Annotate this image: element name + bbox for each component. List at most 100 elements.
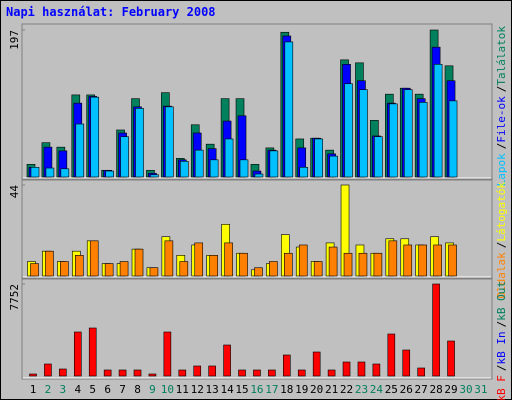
x-tick-label: 8 [134,383,141,396]
bar [344,83,353,178]
bar [327,369,336,377]
x-tick-label: 22 [340,383,353,396]
x-tick-label: 7 [119,383,126,396]
x-tick-label: 6 [104,383,111,396]
bar [104,263,114,277]
x-tick-label: 11 [176,383,189,396]
x-tick-label: 10 [161,383,174,396]
bar [239,159,249,178]
x-tick-label: 16 [250,383,263,396]
bar [388,240,398,277]
bar [238,369,246,377]
legend-separator: / [495,365,508,372]
legend-separator: / [495,321,508,328]
bar [239,252,248,277]
bar [268,369,276,377]
bar [448,244,457,277]
bar [373,252,383,277]
bar [224,242,233,277]
x-tick-label: 17 [265,383,278,396]
legend-entry: Találatok [495,26,508,86]
x-tick-label: 23 [355,383,368,396]
bar [402,349,411,377]
x-tick-label: 2 [45,383,52,396]
x-tick-label: 5 [89,383,96,396]
bar [133,369,142,377]
legend: Oldalak /Látogatók [495,182,508,299]
bar [313,261,323,277]
bar [178,369,187,377]
bar [148,373,157,377]
bar [418,244,427,277]
legend-entry: kB F [495,375,508,400]
bar [329,155,338,178]
bar [254,173,264,178]
x-tick-label: 28 [429,383,442,396]
bar [387,333,396,377]
legend-entry: kB Out [495,281,508,321]
bar [389,103,398,178]
bar [163,331,172,377]
bar [193,365,202,377]
bar [314,138,323,178]
bar [44,363,52,377]
bar [30,263,39,277]
bar [74,255,84,277]
bar [284,252,293,277]
bar [357,361,366,377]
bar [194,242,204,277]
bar [164,240,174,277]
bar [105,170,114,178]
legend-entry: kB In [495,331,508,364]
bar [150,174,159,178]
bar [447,340,455,377]
bar [403,244,413,277]
x-tick-label: 3 [60,383,67,396]
bar [253,369,261,377]
bar [30,166,40,178]
y-tick-label: 197 [8,30,21,50]
bar [119,261,129,277]
bar [299,166,309,178]
bar [254,267,263,277]
bar [59,368,67,377]
x-tick-label: 18 [280,383,293,396]
bar [180,161,189,178]
bar [223,344,231,377]
x-tick-label: 14 [220,383,234,396]
bar [297,369,306,377]
bar [343,252,353,277]
bar [448,100,458,178]
bar [312,351,321,377]
bar [403,89,413,178]
bar [118,369,127,377]
bar [149,267,159,277]
legend: kB F/kB In/kB Out [495,281,508,400]
legend-entry: File-ok [495,96,508,143]
bar [328,246,338,277]
legend-separator: / [495,242,508,249]
x-tick-label: 25 [385,383,398,396]
bar [359,89,368,178]
bar [89,240,99,277]
x-tick-label: 21 [325,383,338,396]
bar [209,159,219,178]
panel [21,179,493,279]
bar [298,244,308,277]
x-tick-label: 31 [474,383,487,396]
bar [45,250,54,277]
bar [372,363,381,377]
x-tick-label: 26 [400,383,413,396]
bar [90,96,100,178]
bar [29,373,37,377]
bar [194,149,204,178]
panel [21,23,493,180]
x-tick-label: 24 [370,383,384,396]
bar [60,168,70,178]
bar [432,283,440,377]
bar [134,248,144,277]
legend-entry: Lapok [495,153,508,186]
bar [103,369,112,377]
x-tick-label: 19 [295,383,308,396]
